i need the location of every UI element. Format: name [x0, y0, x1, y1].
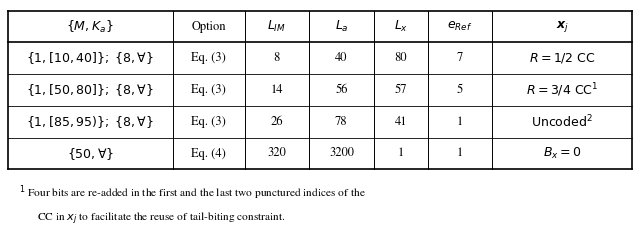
Text: $^1$ Four bits are re-added in the first and the last two punctured indices of t: $^1$ Four bits are re-added in the first…	[19, 184, 366, 202]
Text: Option: Option	[191, 21, 226, 32]
Text: 8: 8	[274, 52, 280, 64]
Text: $\{1,[10,40]\};\;\{8,\forall\}$: $\{1,[10,40]\};\;\{8,\forall\}$	[26, 50, 154, 66]
Text: $L_{IM}$: $L_{IM}$	[268, 19, 286, 34]
Text: 40: 40	[335, 52, 348, 64]
Text: Eq. (3): Eq. (3)	[191, 84, 226, 96]
Text: 57: 57	[394, 84, 407, 96]
Text: $L_a$: $L_a$	[335, 19, 348, 34]
Text: $\{M,K_a\}$: $\{M,K_a\}$	[67, 18, 114, 35]
Text: 320: 320	[268, 148, 286, 160]
Text: 1: 1	[457, 148, 463, 160]
Text: 1: 1	[457, 116, 463, 128]
Text: Eq. (3): Eq. (3)	[191, 52, 226, 64]
Text: 41: 41	[394, 116, 407, 128]
Text: Uncoded$^2$: Uncoded$^2$	[531, 114, 593, 130]
Text: 14: 14	[271, 84, 283, 96]
Text: $\{1,[85,95)\};\;\{8,\forall\}$: $\{1,[85,95)\};\;\{8,\forall\}$	[26, 114, 154, 130]
Text: $\{50,\forall\}$: $\{50,\forall\}$	[67, 146, 114, 162]
Text: 1: 1	[397, 148, 404, 160]
Text: $\boldsymbol{x}_j$: $\boldsymbol{x}_j$	[556, 19, 569, 34]
Text: $\{1,[50,80]\};\;\{8,\forall\}$: $\{1,[50,80]\};\;\{8,\forall\}$	[26, 82, 154, 98]
Text: 56: 56	[335, 84, 348, 96]
Text: Eq. (3): Eq. (3)	[191, 116, 226, 128]
Text: Eq. (4): Eq. (4)	[191, 148, 226, 160]
Text: $e_{Ref}$: $e_{Ref}$	[447, 20, 473, 33]
Text: 5: 5	[457, 84, 463, 96]
Text: 3200: 3200	[329, 148, 354, 160]
Text: 78: 78	[335, 116, 348, 128]
Text: 26: 26	[271, 116, 283, 128]
Text: $B_x=0$: $B_x=0$	[543, 146, 582, 161]
Text: 7: 7	[457, 52, 463, 64]
Text: $R=3/4$ CC$^1$: $R=3/4$ CC$^1$	[526, 81, 598, 99]
Text: 80: 80	[394, 52, 407, 64]
Text: $L_x$: $L_x$	[394, 19, 408, 34]
Text: CC in $x_j$ to facilitate the reuse of tail-biting constraint.: CC in $x_j$ to facilitate the reuse of t…	[37, 211, 286, 228]
Text: $R=1/2$ CC: $R=1/2$ CC	[529, 51, 596, 65]
